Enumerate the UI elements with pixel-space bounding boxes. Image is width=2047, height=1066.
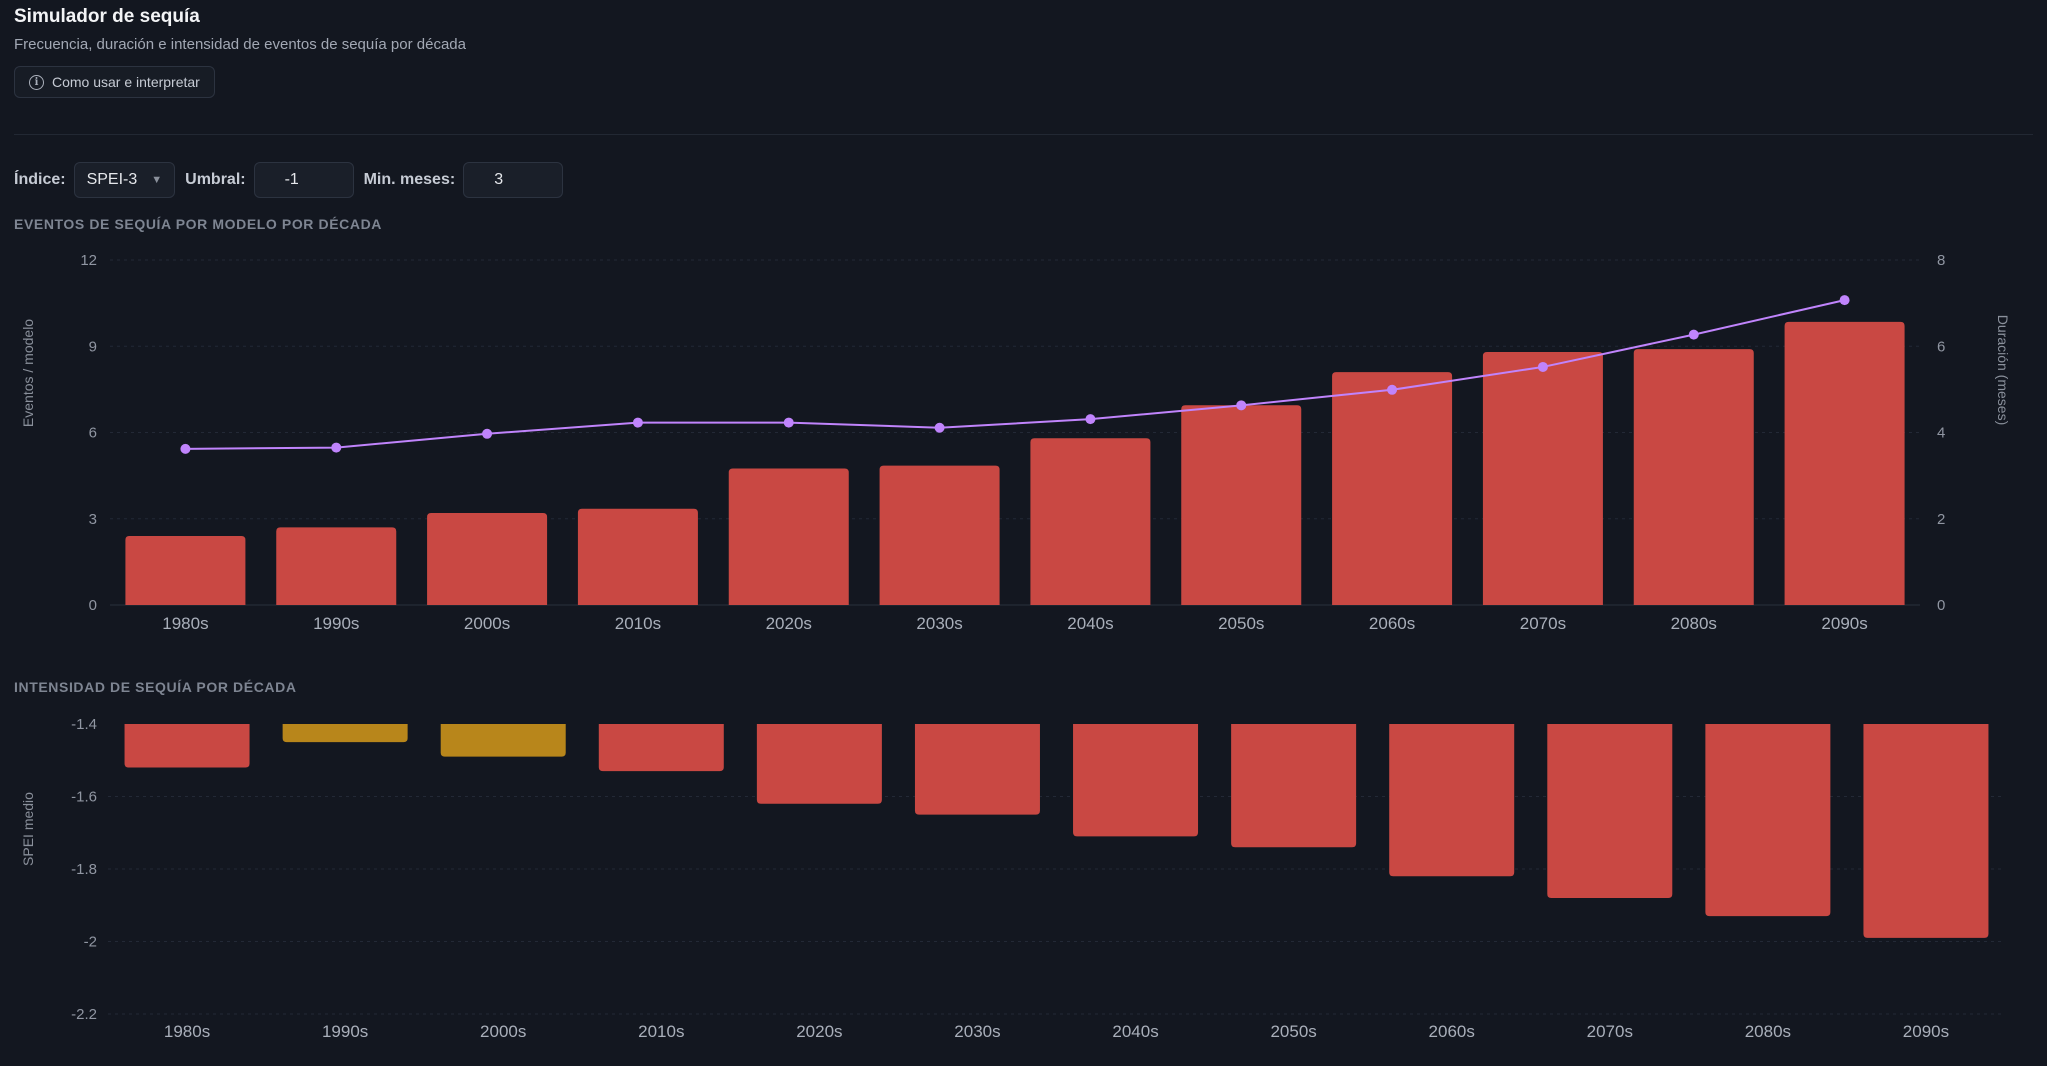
- y-right-tick-label: 2: [1937, 511, 1945, 528]
- bar: [427, 513, 548, 605]
- index-select-value: SPEI-3: [86, 171, 138, 188]
- bar: [914, 724, 1040, 815]
- bar: [1181, 405, 1302, 605]
- line-point: [1387, 384, 1398, 395]
- line-point: [1688, 329, 1699, 340]
- bar: [1547, 724, 1673, 898]
- y-tick-label: 0: [89, 597, 97, 614]
- line-point: [1236, 400, 1247, 411]
- x-tick-label: 2080s: [1745, 1022, 1791, 1041]
- x-tick-label: 2030s: [916, 614, 962, 633]
- x-tick-label: 2010s: [615, 614, 661, 633]
- x-tick-label: 2000s: [464, 614, 510, 633]
- line-point: [331, 442, 342, 453]
- line-point: [1839, 295, 1850, 306]
- x-tick-label: 2070s: [1520, 614, 1566, 633]
- bar: [276, 527, 397, 605]
- bar: [1231, 724, 1357, 848]
- bar: [879, 465, 1000, 605]
- y-right-tick-label: 6: [1937, 338, 1945, 355]
- threshold-label: Umbral:: [185, 171, 246, 188]
- page-title: Simulador de sequía: [14, 6, 200, 27]
- min-months-label: Min. meses:: [363, 171, 456, 188]
- y-right-axis-label: Duración (meses): [1995, 315, 2011, 425]
- y-tick-label: -1.6: [71, 789, 97, 806]
- controls-bar: Índice: SPEI-3 ▼ Umbral: Min. meses:: [14, 162, 564, 198]
- x-tick-label: 1990s: [313, 614, 359, 633]
- x-tick-label: 2060s: [1369, 614, 1415, 633]
- y-tick-label: 3: [89, 511, 97, 528]
- y-tick-label: -1.4: [71, 716, 97, 733]
- bar: [1863, 724, 1989, 938]
- x-tick-label: 2040s: [1067, 614, 1113, 633]
- line-point: [1085, 414, 1096, 425]
- line-point: [783, 417, 794, 428]
- bar: [1784, 321, 1905, 605]
- y-right-tick-label: 4: [1937, 425, 1945, 442]
- line-point: [934, 422, 945, 433]
- x-tick-label: 2080s: [1671, 614, 1717, 633]
- help-button-label: Como usar e interpretar: [52, 74, 200, 90]
- chart2-title: INTENSIDAD DE SEQUÍA POR DÉCADA: [14, 679, 297, 695]
- y-axis-label: Eventos / modelo: [20, 319, 36, 427]
- y-tick-label: -2: [84, 934, 97, 951]
- chart1-title: EVENTOS DE SEQUÍA POR MODELO POR DÉCADA: [14, 216, 382, 232]
- y-tick-label: 6: [89, 425, 97, 442]
- duration-line: [185, 299, 1845, 450]
- help-button[interactable]: i Como usar e interpretar: [14, 66, 215, 98]
- chevron-down-icon: ▼: [151, 174, 163, 186]
- x-tick-label: 1980s: [162, 614, 208, 633]
- info-icon: i: [29, 74, 44, 90]
- line-point: [632, 417, 643, 428]
- y-axis-label: SPEI medio: [20, 792, 36, 866]
- bar: [1633, 349, 1754, 605]
- y-tick-label: 12: [80, 252, 97, 269]
- x-tick-label: 2090s: [1903, 1022, 1949, 1041]
- bar: [1389, 724, 1515, 877]
- bar: [282, 724, 408, 743]
- x-tick-label: 2060s: [1429, 1022, 1475, 1041]
- bar: [1332, 372, 1453, 605]
- bar: [728, 468, 849, 605]
- bar: [1073, 724, 1199, 837]
- index-select[interactable]: SPEI-3 ▼: [73, 162, 176, 198]
- line-point: [482, 428, 493, 439]
- x-tick-label: 2030s: [954, 1022, 1000, 1041]
- bar: [756, 724, 882, 804]
- x-tick-label: 1990s: [322, 1022, 368, 1041]
- y-right-tick-label: 8: [1937, 252, 1945, 269]
- x-tick-label: 2070s: [1587, 1022, 1633, 1041]
- y-tick-label: -2.2: [71, 1006, 97, 1023]
- x-tick-label: 2020s: [766, 614, 812, 633]
- index-label: Índice:: [14, 171, 66, 188]
- bar: [1705, 724, 1831, 917]
- bar: [125, 536, 246, 605]
- events-chart: 0 3 6 9 12 0 2 4 6 8 1980s 1990s 2000s 2010s 2020s 2030…: [20, 252, 2011, 633]
- y-tick-label: -1.8: [71, 861, 97, 878]
- line-point: [1537, 361, 1548, 372]
- x-tick-label: 2050s: [1218, 614, 1264, 633]
- y-tick-label: 9: [89, 338, 97, 355]
- x-tick-label: 1980s: [164, 1022, 210, 1041]
- threshold-input[interactable]: [253, 162, 354, 198]
- bar: [1482, 352, 1603, 605]
- line-point: [180, 443, 191, 454]
- bar: [598, 724, 724, 772]
- min-months-input[interactable]: [463, 162, 564, 198]
- divider: [14, 134, 2033, 135]
- x-tick-label: 2020s: [796, 1022, 842, 1041]
- bar: [440, 724, 566, 757]
- x-tick-label: 2000s: [480, 1022, 526, 1041]
- bar: [577, 508, 698, 605]
- page-subtitle: Frecuencia, duración e intensidad de eve…: [14, 36, 466, 53]
- x-tick-label: 2090s: [1821, 614, 1867, 633]
- bar: [124, 724, 250, 768]
- x-tick-label: 2050s: [1270, 1022, 1316, 1041]
- x-tick-label: 2010s: [638, 1022, 684, 1041]
- x-tick-label: 2040s: [1112, 1022, 1158, 1041]
- y-right-tick-label: 0: [1937, 597, 1945, 614]
- intensity-chart: -1.4 -1.6 -1.8 -2 -2.2 1980s 1990s 2000s 2010s 20…: [20, 716, 2005, 1041]
- bar: [1030, 438, 1151, 605]
